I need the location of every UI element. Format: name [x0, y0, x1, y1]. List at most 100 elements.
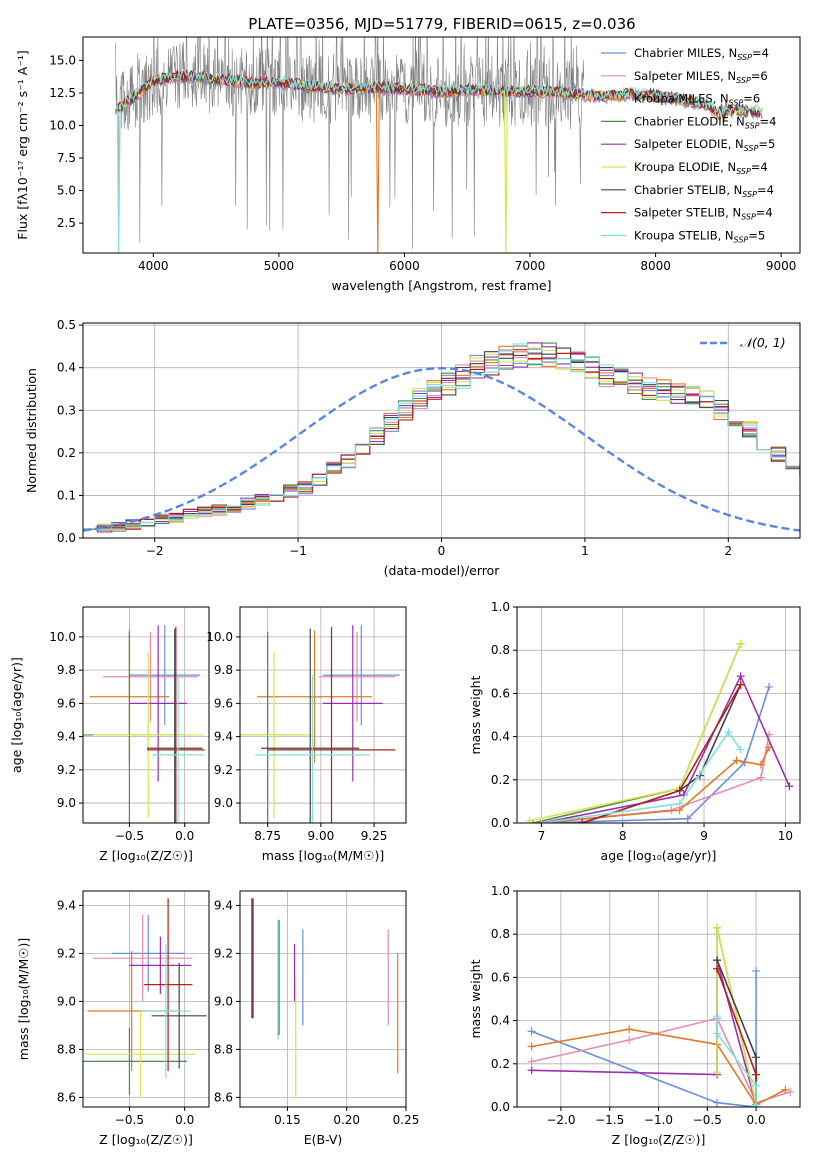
y-tick-label: 0.2 — [57, 446, 76, 460]
y-tick-label: 0.8 — [491, 927, 510, 941]
legend-entry-name: Kroupa MILES, N — [634, 92, 729, 106]
legend-entry-subscript: SSP — [742, 190, 757, 199]
y-tick-label: 1.0 — [491, 600, 510, 614]
y-tick-label: 9.6 — [214, 696, 233, 710]
y-tick-label: 9.4 — [57, 730, 76, 744]
y-axis-label: mass weight — [468, 959, 483, 1038]
chart-mass_weight_vs_age: 7 8 9 10 0.0 0.2 0.4 0.6 0.8 1.0 age [log₁₀(age/yr… — [468, 600, 801, 863]
mass-weight-marker-c6 — [713, 956, 722, 965]
histogram-step-c6 — [83, 347, 800, 530]
legend-entry: Chabrier MILES, NSSP=4 — [634, 46, 769, 62]
legend-entry-subscript: SSP — [736, 76, 751, 85]
mass-weight-line-c0 — [531, 970, 757, 1107]
x-tick-label: 0.0 — [747, 1113, 766, 1127]
y-tick-label: 8.8 — [214, 1042, 233, 1056]
plot-area-mass_vs_ebv — [251, 898, 399, 1098]
mass-weight-marker-c8 — [752, 1100, 761, 1107]
mass-weight-line-c0 — [541, 686, 770, 823]
histogram-step-c3 — [83, 342, 800, 531]
legend-entry-count: =4 — [756, 206, 773, 220]
mass-weight-line-c2 — [541, 747, 770, 823]
histogram-step-c2 — [83, 345, 800, 530]
x-tick-label: −0.5 — [115, 829, 144, 843]
legend-entry: Salpeter MILES, NSSP=6 — [634, 69, 768, 85]
legend-entry: Chabrier STELIB, NSSP=4 — [634, 183, 774, 199]
y-tick-label: 9.2 — [57, 946, 76, 960]
mass-weight-marker-c6 — [752, 1053, 761, 1062]
mass-weight-marker-c8 — [724, 728, 733, 737]
mass-weight-marker-c2 — [625, 1025, 634, 1034]
y-tick-label: 0.8 — [491, 643, 510, 657]
mass-weight-marker-c4 — [736, 672, 745, 681]
axes-frame — [239, 606, 407, 824]
x-tick-label: 7000 — [515, 259, 546, 273]
chart-spectrum: 4000 5000 6000 7000 8000 9000 2.5 5.0 7.5 10.0 12.… — [15, 36, 801, 293]
mass-weight-marker-c8 — [736, 745, 745, 754]
legend-entry-name: Chabrier STELIB, N — [634, 183, 742, 197]
legend-entry: Kroupa MILES, NSSP=6 — [634, 92, 760, 108]
mass-weight-line-c7 — [581, 684, 742, 823]
legend-entry-count: =5 — [748, 228, 765, 242]
legend-entry-name: Chabrier MILES, N — [634, 46, 737, 60]
x-tick-label: 0.20 — [333, 1113, 360, 1127]
y-tick-label: 9.2 — [214, 763, 233, 777]
mass-weight-marker-c0 — [527, 1027, 536, 1036]
x-tick-label: 8 — [619, 829, 627, 843]
x-tick-label: −0.5 — [693, 1113, 722, 1127]
y-tick-label: 0.0 — [491, 816, 510, 830]
legend-entry-subscript: SSP — [736, 167, 751, 176]
x-tick-label: 8000 — [640, 259, 671, 273]
plot-area-age_vs_mass — [240, 625, 400, 823]
y-axis-label: mass weight — [468, 675, 483, 754]
y-tick-label: 0.4 — [491, 1014, 510, 1028]
y-tick-label: 10.0 — [49, 118, 76, 132]
x-axis-label: wavelength [Angstrom, rest frame] — [331, 278, 551, 293]
x-axis-label: Z [log₁₀(Z/Z☉)] — [99, 848, 193, 863]
y-tick-label: 9.0 — [57, 796, 76, 810]
figure-title: PLATE=0356, MJD=51779, FIBERID=0615, z=0… — [248, 15, 635, 33]
mass-weight-marker-c5 — [713, 923, 722, 932]
mass-weight-marker-c1 — [786, 1087, 795, 1096]
mass-weight-marker-c0 — [683, 814, 692, 823]
model-line-c8 — [115, 68, 763, 253]
legend-entry: Kroupa ELODIE, NSSP=4 — [634, 160, 768, 176]
y-tick-label: 10.0 — [206, 630, 233, 644]
y-tick-label: 9.8 — [57, 663, 76, 677]
mass-weight-marker-c1 — [756, 773, 765, 782]
x-tick-label: −1 — [289, 544, 307, 558]
mass-weight-marker-c8 — [675, 799, 684, 808]
x-tick-label: 0 — [438, 544, 446, 558]
legend-entry-subscript: SSP — [741, 213, 756, 222]
plot-area-age_vs_z — [83, 625, 205, 823]
histogram-step-c7 — [83, 349, 800, 530]
y-tick-label: 8.6 — [214, 1090, 233, 1104]
legend-entry-subscript: SSP — [729, 99, 744, 108]
mass-weight-marker-c7 — [713, 964, 722, 973]
legend-entry: Kroupa STELIB, NSSP=5 — [634, 228, 765, 244]
x-axis-label: age [log₁₀(age/yr)] — [601, 848, 717, 863]
x-tick-label: 7 — [538, 829, 546, 843]
y-tick-label: 9.4 — [214, 898, 233, 912]
mass-weight-marker-c5 — [713, 1068, 722, 1077]
x-tick-label: 4000 — [138, 259, 169, 273]
mass-weight-marker-c7 — [752, 1070, 761, 1079]
x-tick-label: 5000 — [264, 259, 295, 273]
x-tick-label: 8.75 — [254, 829, 281, 843]
x-tick-label: 0.25 — [393, 1113, 420, 1127]
legend-entry-subscript: SSP — [734, 235, 749, 244]
mass-weight-marker-c2 — [756, 760, 765, 769]
mass-weight-marker-c5 — [736, 639, 745, 648]
legend-entry: Chabrier ELODIE, NSSP=4 — [634, 114, 776, 130]
chart-mass_vs_ebv: 0.15 0.20 0.25 8.6 8.8 9.0 9.2 9.4 E(B-V) — [214, 890, 420, 1147]
histogram-step-c5 — [83, 347, 800, 531]
y-tick-label: 9.8 — [214, 663, 233, 677]
y-tick-label: 0.2 — [491, 1057, 510, 1071]
histogram-step-c8 — [83, 343, 800, 531]
legend-entry-normal: 𝒩(0, 1) — [740, 335, 786, 350]
mass-weight-marker-c2 — [781, 1085, 790, 1094]
mass-weight-line-c8 — [716, 1016, 757, 1105]
y-tick-label: 0.3 — [57, 403, 76, 417]
